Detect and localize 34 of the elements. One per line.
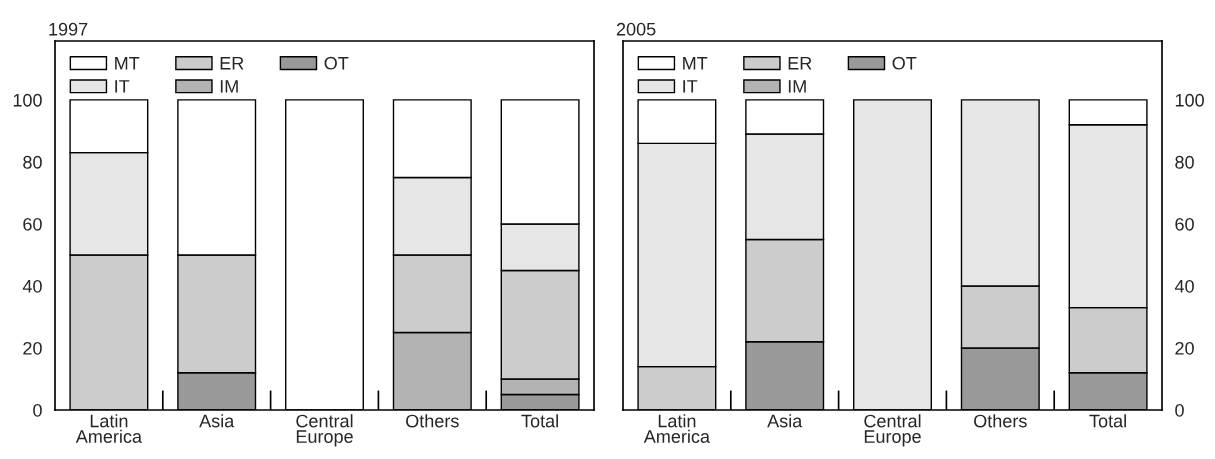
legend-label: ER — [220, 57, 244, 70]
chart-title: 2005 — [616, 22, 656, 36]
x-tick-label: Asia — [767, 414, 803, 428]
legend-label: IT — [115, 80, 130, 93]
x-tick-label: Central Europe — [296, 414, 353, 447]
chart-title: 1997 — [49, 22, 88, 36]
legend-label: MT — [115, 57, 140, 70]
legend-label: IT — [683, 80, 698, 93]
y-tick-label: 60 — [1175, 217, 1194, 231]
y-tick-label: 100 — [1175, 93, 1204, 107]
x-tick-label: Total — [1089, 414, 1126, 428]
legend-label: OT — [892, 56, 917, 70]
x-tick-label: Latin America — [75, 414, 143, 443]
y-tick-label: 40 — [22, 279, 42, 293]
legend-label: IM — [220, 80, 238, 93]
y-tick-label: 0 — [33, 403, 42, 417]
legend-label: IM — [788, 80, 806, 93]
x-tick-label: Central Europe — [864, 414, 921, 447]
x-tick-label: Total — [521, 414, 558, 428]
y-tick-label: 80 — [23, 155, 42, 169]
y-tick-label: 100 — [13, 93, 42, 107]
y-tick-label: 60 — [23, 217, 42, 231]
legend-label: OT — [324, 56, 349, 70]
y-tick-label: 40 — [1174, 279, 1194, 293]
x-tick-label: Asia — [199, 414, 235, 428]
x-tick-label: Others — [406, 414, 459, 428]
y-tick-label: 20 — [1175, 341, 1194, 355]
y-tick-label: 0 — [1175, 403, 1184, 417]
x-tick-label: Latin America — [643, 414, 711, 443]
legend-label: MT — [683, 57, 708, 70]
legend-label: ER — [788, 57, 812, 70]
y-tick-label: 80 — [1175, 155, 1194, 169]
x-tick-label: Others — [974, 414, 1027, 428]
y-tick-label: 20 — [23, 341, 42, 355]
